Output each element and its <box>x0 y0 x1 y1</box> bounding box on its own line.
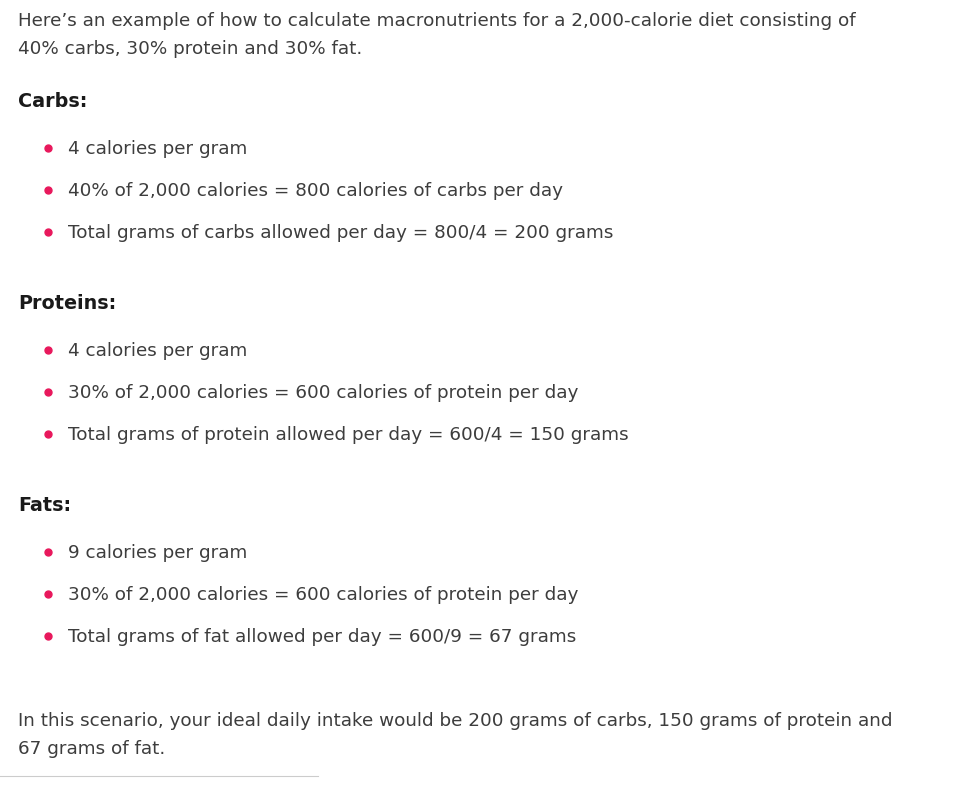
Text: 40% of 2,000 calories = 800 calories of carbs per day: 40% of 2,000 calories = 800 calories of … <box>68 182 563 200</box>
Text: Total grams of protein allowed per day = 600/4 = 150 grams: Total grams of protein allowed per day =… <box>68 426 629 444</box>
Text: Here’s an example of how to calculate macronutrients for a 2,000-calorie diet co: Here’s an example of how to calculate ma… <box>18 12 856 30</box>
Text: Carbs:: Carbs: <box>18 92 88 111</box>
Text: 30% of 2,000 calories = 600 calories of protein per day: 30% of 2,000 calories = 600 calories of … <box>68 586 578 604</box>
Text: 9 calories per gram: 9 calories per gram <box>68 544 248 562</box>
Text: In this scenario, your ideal daily intake would be 200 grams of carbs, 150 grams: In this scenario, your ideal daily intak… <box>18 712 893 730</box>
Text: 4 calories per gram: 4 calories per gram <box>68 342 248 360</box>
Text: Total grams of carbs allowed per day = 800/4 = 200 grams: Total grams of carbs allowed per day = 8… <box>68 224 613 242</box>
Text: Proteins:: Proteins: <box>18 294 117 313</box>
Text: Fats:: Fats: <box>18 496 71 515</box>
Text: 30% of 2,000 calories = 600 calories of protein per day: 30% of 2,000 calories = 600 calories of … <box>68 384 578 402</box>
Text: 40% carbs, 30% protein and 30% fat.: 40% carbs, 30% protein and 30% fat. <box>18 40 362 58</box>
Text: Total grams of fat allowed per day = 600/9 = 67 grams: Total grams of fat allowed per day = 600… <box>68 628 576 646</box>
Text: 4 calories per gram: 4 calories per gram <box>68 140 248 158</box>
Text: 67 grams of fat.: 67 grams of fat. <box>18 740 165 758</box>
